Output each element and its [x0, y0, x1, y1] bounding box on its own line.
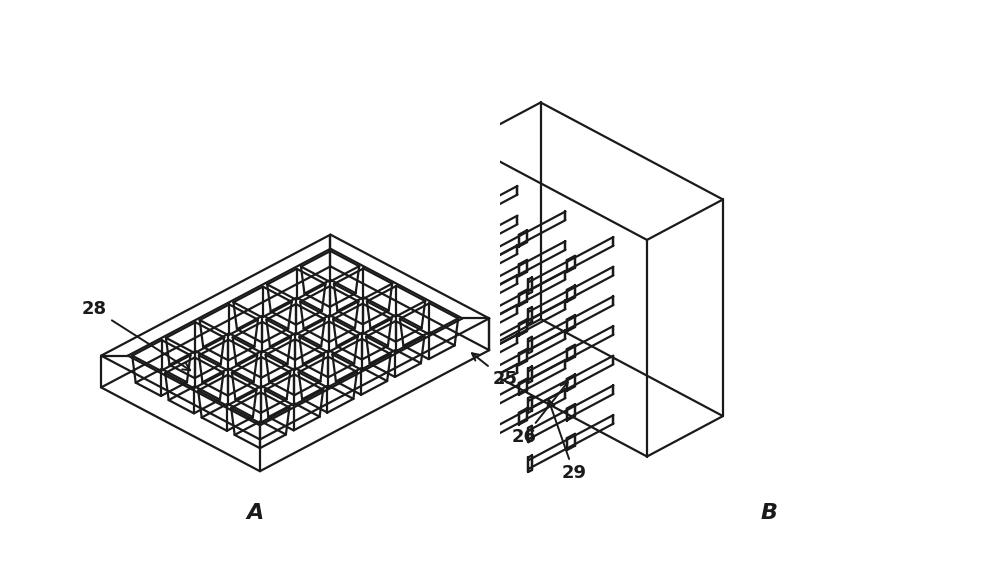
Text: 25: 25	[472, 353, 518, 389]
Text: B: B	[761, 503, 778, 523]
Text: A: A	[246, 503, 264, 523]
Text: 26: 26	[512, 382, 568, 446]
Text: 29: 29	[547, 400, 587, 482]
Text: 28: 28	[82, 300, 190, 370]
